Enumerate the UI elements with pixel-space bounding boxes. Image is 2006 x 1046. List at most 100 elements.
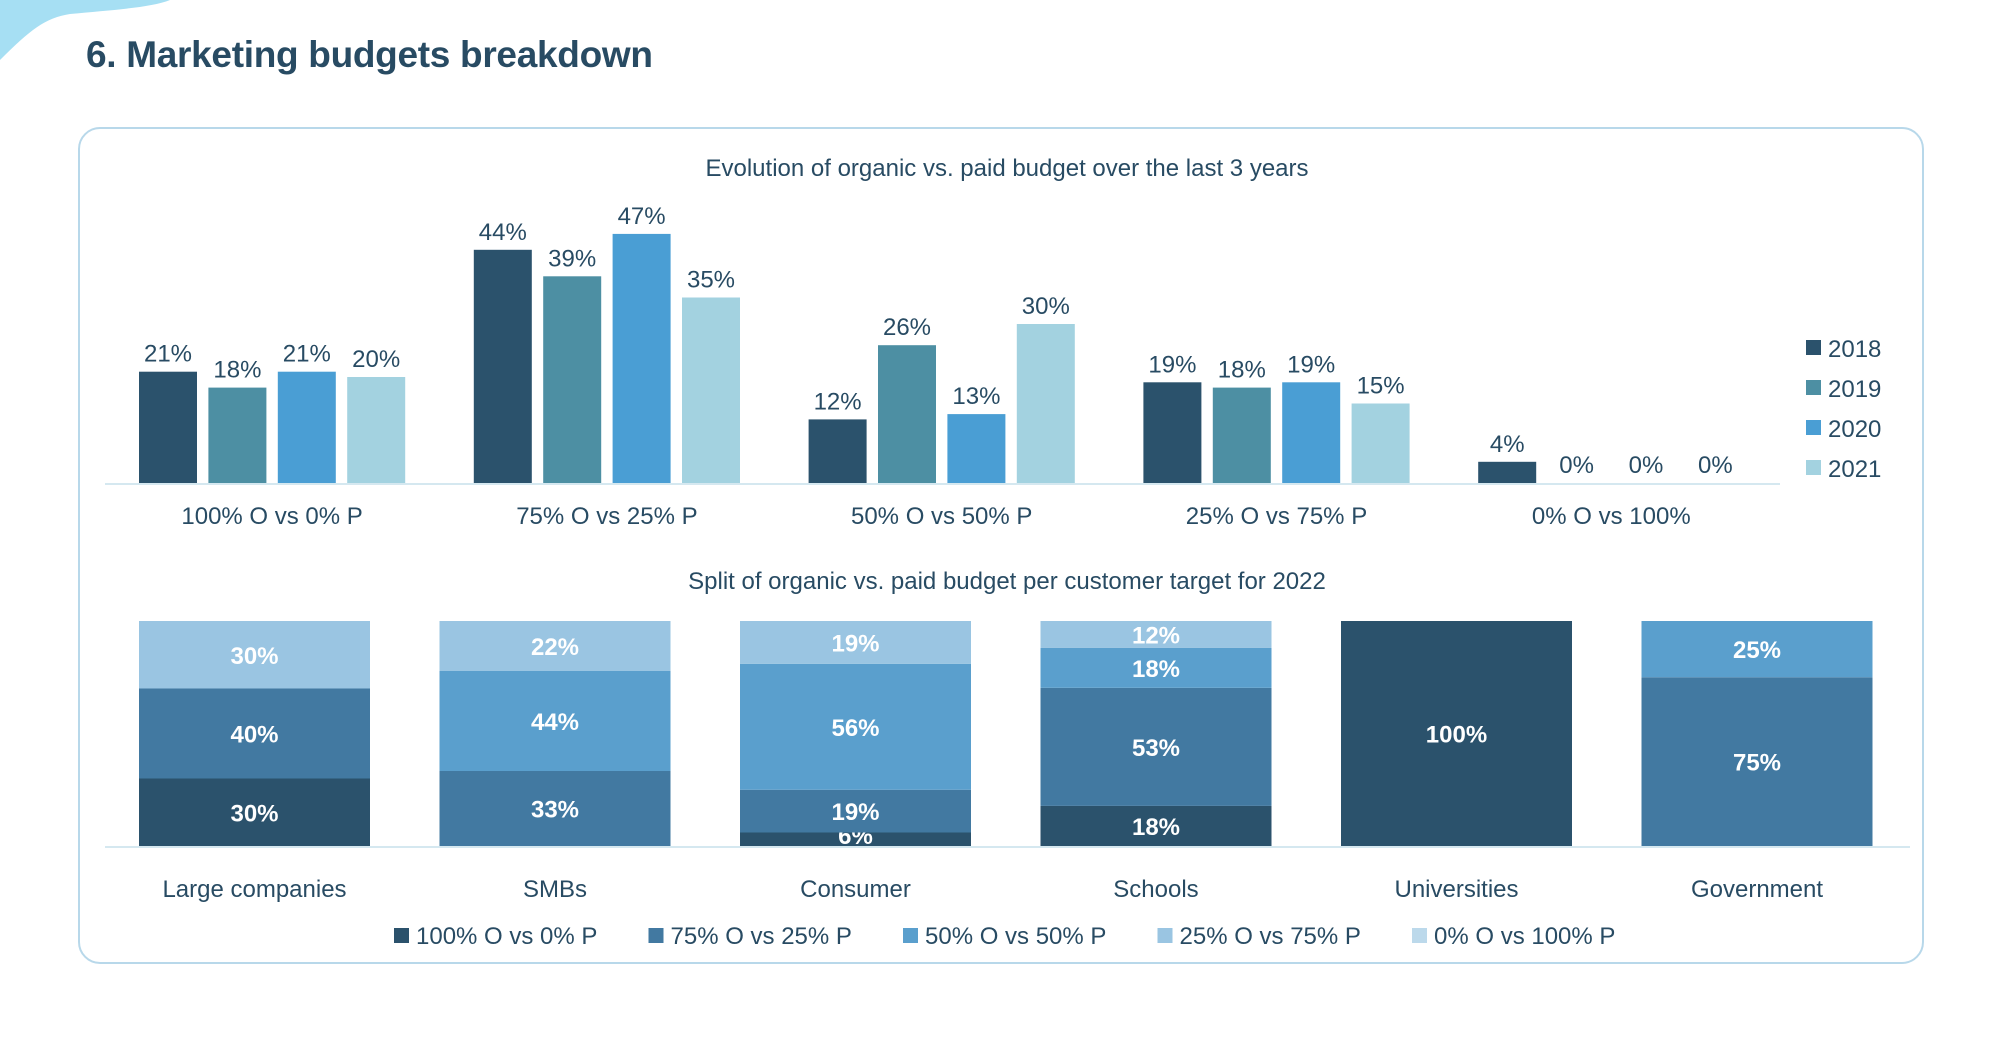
legend-swatch [1806,340,1821,355]
bar-2018 [473,249,532,483]
chart-title: Evolution of organic vs. paid budget ove… [705,155,1308,182]
x-tick-label: Large companies [162,876,346,903]
data-label: 44% [479,219,527,246]
segment-label: 56% [831,715,879,742]
x-tick-label: 75% O vs 25% P [516,503,697,530]
data-label: 13% [952,383,1000,410]
legend-swatch [1806,460,1821,475]
bar-2020 [277,371,336,483]
segment-label: 100% [1426,722,1487,749]
segment-label: 33% [531,797,579,824]
x-tick-label: SMBs [523,876,587,903]
data-label: 47% [618,203,666,230]
evolution-bar-chart: Evolution of organic vs. paid budget ove… [105,155,1881,530]
x-tick-label: Schools [1113,876,1198,903]
bar-2020 [612,233,671,483]
data-label: 35% [687,267,735,294]
bar-2019 [208,387,267,483]
x-tick-label: 50% O vs 50% P [851,503,1032,530]
x-tick-label: 25% O vs 75% P [1186,503,1367,530]
segment-label: 53% [1132,735,1180,762]
stacked-segment [740,789,971,833]
legend-swatch [1157,928,1173,943]
data-label: 19% [1287,351,1335,378]
legend-label: 2021 [1828,456,1881,483]
data-label: 18% [1218,357,1266,384]
legend-swatch [903,928,918,943]
chart-title: Split of organic vs. paid budget per cus… [688,568,1326,595]
stacked-segment [740,832,971,846]
bar-2020 [947,414,1006,483]
segment-label: 19% [831,799,879,826]
legend-swatch [1412,928,1427,943]
legend-swatch [1806,420,1821,435]
bar-2019 [1212,387,1271,483]
stacked-segment [1641,677,1873,846]
stacked-segment [139,621,370,689]
stacked-segment [439,621,671,671]
data-label: 0% [1629,452,1664,479]
legend-swatch [1806,380,1821,395]
x-tick-label: Universities [1394,876,1518,903]
bar-2020 [1282,382,1341,483]
segment-label: 40% [230,722,278,749]
stacked-segment [139,688,370,779]
bar-2019 [878,345,936,483]
legend-swatch [394,928,409,943]
data-label: 12% [814,388,862,415]
bar-2018 [139,371,197,483]
data-label: 39% [548,245,596,272]
split-stacked-bar-chart: Split of organic vs. paid budget per cus… [105,568,1910,950]
stacked-segment [139,778,370,846]
legend-label: 25% O vs 75% P [1180,923,1361,950]
data-label: 20% [352,346,400,373]
bar-2018 [1143,382,1202,483]
segment-label: 30% [230,643,278,670]
stacked-segment [1341,621,1572,846]
stacked-segment [1040,805,1272,846]
data-label: 0% [1698,452,1733,479]
legend-label: 100% O vs 0% P [416,923,597,950]
x-tick-label: 100% O vs 0% P [181,503,362,530]
legend-label: 2018 [1828,336,1881,363]
segment-label: 75% [1733,750,1781,777]
segment-label: 25% [1733,637,1781,664]
segment-label: 19% [831,630,879,657]
stacked-segment [1040,647,1272,688]
page-title: 6. Marketing budgets breakdown [86,34,653,75]
legend-label: 2020 [1828,416,1881,443]
stacked-segment [439,671,671,771]
data-label: 21% [283,341,331,368]
stacked-segment [439,771,671,846]
bar-2021 [1016,324,1075,483]
data-label: 4% [1490,431,1525,458]
stacked-segment [740,621,971,664]
bar-2019 [543,276,602,483]
data-label: 26% [883,314,931,341]
legend-label: 75% O vs 25% P [671,923,852,950]
data-label: 15% [1357,373,1405,400]
bar-2021 [682,297,740,483]
x-tick-label: Government [1691,876,1823,903]
legend-label: 50% O vs 50% P [925,923,1106,950]
bar-2018 [1478,461,1537,483]
stacked-segment [1040,687,1272,806]
segment-label: 18% [1132,656,1180,683]
bar-2021 [1351,403,1410,483]
stacked-segment [740,663,971,790]
segment-label: 44% [531,709,579,736]
segment-label: 30% [230,800,278,827]
bar-2018 [808,419,867,483]
data-label: 30% [1022,293,1070,320]
data-label: 18% [213,357,261,384]
stacked-segment [1641,621,1873,678]
segment-label: 12% [1132,622,1180,649]
stacked-segment [1040,621,1272,648]
x-tick-label: 0% O vs 100% [1532,503,1691,530]
charts-card [78,127,1924,964]
segment-label: 18% [1132,814,1180,841]
legend-swatch [648,928,664,943]
decorative-wave-shape [0,0,170,60]
data-label: 19% [1148,351,1196,378]
